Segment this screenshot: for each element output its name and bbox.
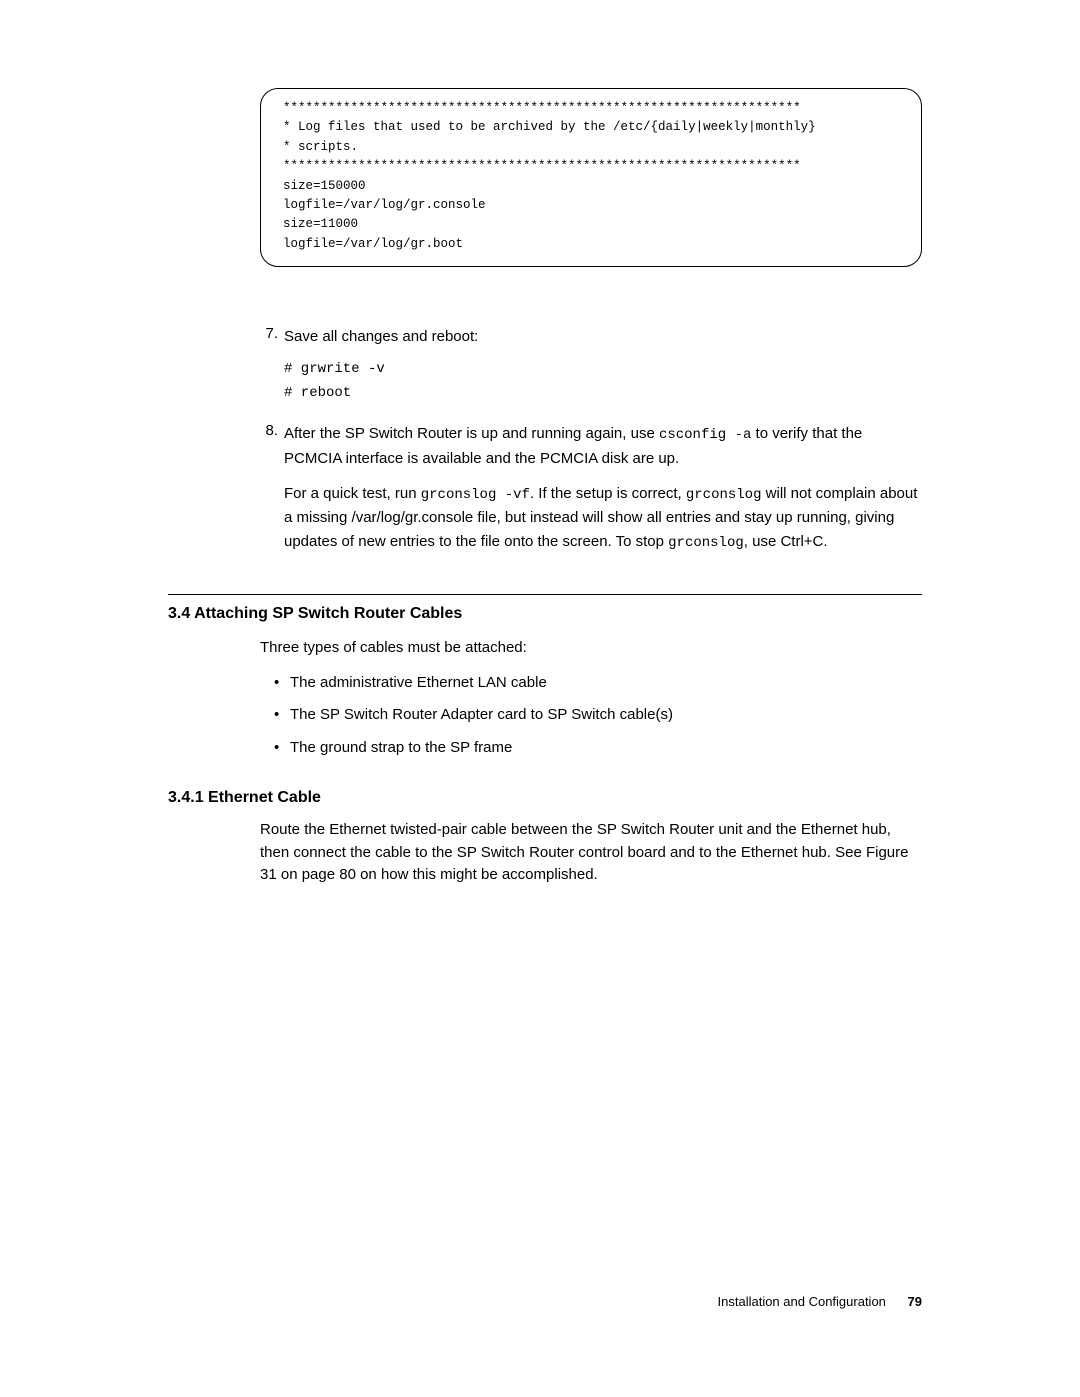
- command-line: # grwrite -v: [284, 358, 922, 382]
- bullet-dot: •: [274, 704, 290, 727]
- command-line: # reboot: [284, 382, 922, 406]
- footer-page-number: 79: [908, 1294, 922, 1309]
- ordered-steps: 7. Save all changes and reboot: # grwrit…: [260, 325, 922, 554]
- step-body: Save all changes and reboot: # grwrite -…: [284, 325, 922, 416]
- inline-code: csconfig -a: [659, 427, 751, 443]
- section-divider: [168, 594, 922, 595]
- text-run: For a quick test, run: [284, 485, 421, 502]
- text-run: After the SP Switch Router is up and run…: [284, 425, 659, 442]
- bullet-item: • The administrative Ethernet LAN cable: [274, 672, 922, 695]
- code-box: ****************************************…: [260, 88, 922, 267]
- footer-text: Installation and Configuration: [718, 1294, 886, 1309]
- step-8: 8. After the SP Switch Router is up and …: [260, 422, 922, 555]
- page-footer: Installation and Configuration 79: [718, 1294, 922, 1309]
- section-body: Three types of cables must be attached: …: [260, 637, 922, 759]
- step-body: After the SP Switch Router is up and run…: [284, 422, 922, 555]
- step-number: 7.: [260, 325, 284, 416]
- text-run: . If the setup is correct,: [530, 485, 686, 502]
- inline-code: grconslog: [668, 535, 744, 551]
- text-run: , use Ctrl+C.: [744, 533, 828, 550]
- bullet-item: • The SP Switch Router Adapter card to S…: [274, 704, 922, 727]
- bullet-list: • The administrative Ethernet LAN cable …: [274, 672, 922, 760]
- step-7: 7. Save all changes and reboot: # grwrit…: [260, 325, 922, 416]
- command-block: # grwrite -v # reboot: [284, 358, 922, 406]
- bullet-item: • The ground strap to the SP frame: [274, 737, 922, 760]
- subsection-heading: 3.4.1 Ethernet Cable: [168, 789, 922, 807]
- section-intro: Three types of cables must be attached:: [260, 637, 922, 660]
- bullet-text: The SP Switch Router Adapter card to SP …: [290, 704, 673, 727]
- inline-code: grconslog: [686, 487, 762, 503]
- step-number: 8.: [260, 422, 284, 555]
- inline-code: grconslog -vf: [421, 487, 530, 503]
- step-text: Save all changes and reboot:: [284, 328, 478, 345]
- bullet-dot: •: [274, 672, 290, 695]
- step-paragraph: For a quick test, run grconslog -vf. If …: [284, 482, 922, 555]
- section-heading-3-4: 3.4 Attaching SP Switch Router Cables: [168, 605, 922, 623]
- step-paragraph: After the SP Switch Router is up and run…: [284, 422, 922, 470]
- bullet-text: The administrative Ethernet LAN cable: [290, 672, 547, 695]
- subsection-3-4-1: 3.4.1 Ethernet Cable Route the Ethernet …: [168, 789, 922, 887]
- bullet-text: The ground strap to the SP frame: [290, 737, 512, 760]
- subsection-body: Route the Ethernet twisted-pair cable be…: [260, 819, 922, 887]
- bullet-dot: •: [274, 737, 290, 760]
